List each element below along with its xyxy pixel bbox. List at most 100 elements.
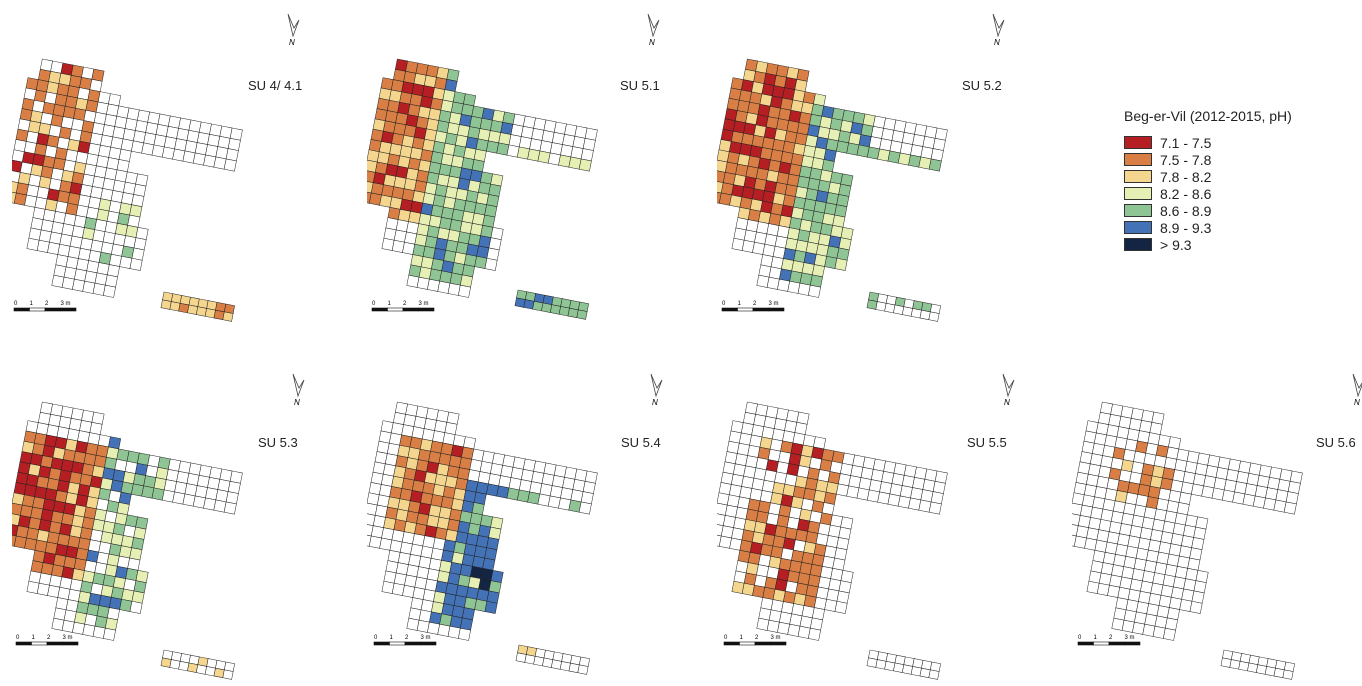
grid-square xyxy=(1255,664,1267,675)
grid-square xyxy=(576,309,588,320)
scale-tick-label: 0 xyxy=(374,635,378,641)
legend-item: 8.2 - 8.6 xyxy=(1124,185,1292,202)
scale-tick-label: 3 m xyxy=(421,635,431,641)
grid-square xyxy=(1283,501,1297,515)
legend-item: 8.6 - 8.9 xyxy=(1124,202,1292,219)
grid-map xyxy=(717,401,948,641)
north-label: N xyxy=(649,38,655,46)
grid-square xyxy=(834,600,848,614)
legend-item: > 9.3 xyxy=(1124,236,1292,253)
grid-square xyxy=(515,652,527,663)
legend-item: 7.8 - 8.2 xyxy=(1124,168,1292,185)
scale-tick-label: 0 xyxy=(14,301,18,307)
legend-swatch xyxy=(1124,187,1152,200)
scale-tick-label: 3 m xyxy=(769,301,779,307)
grid-square xyxy=(893,304,905,315)
grid-square xyxy=(1163,627,1176,641)
grid-square xyxy=(866,299,878,310)
grid-square xyxy=(129,600,143,614)
grid-square xyxy=(533,655,545,667)
north-arrow-icon: N xyxy=(647,13,660,46)
grid-square xyxy=(187,662,199,673)
legend-label: 7.5 - 7.8 xyxy=(1160,151,1212,168)
su-label: SU 5.5 xyxy=(967,435,1007,450)
legend-swatch xyxy=(1124,221,1152,234)
su-label: SU 4/ 4.1 xyxy=(248,78,303,93)
north-arrow-icon: N xyxy=(292,373,305,406)
grid-square xyxy=(129,257,143,271)
grid-square xyxy=(458,284,471,298)
grid-square xyxy=(195,664,207,675)
grid-square xyxy=(559,661,571,672)
grid-square xyxy=(910,308,922,319)
scale-tick-label: 2 xyxy=(45,301,49,307)
scale-bar: 0 1 2 3 m xyxy=(1077,635,1141,646)
grid-square xyxy=(103,627,116,641)
grid-square xyxy=(1264,666,1276,677)
grid-map xyxy=(12,58,243,298)
scale-tick-label: 0 xyxy=(722,301,726,307)
legend-swatch xyxy=(1124,238,1152,251)
scale-bar: 0 1 2 3 m xyxy=(723,635,787,646)
extra-strip xyxy=(866,291,941,322)
legend-label: 8.6 - 8.9 xyxy=(1160,202,1212,219)
grid-square xyxy=(213,309,225,321)
grid-square xyxy=(928,311,940,322)
grid-square xyxy=(160,299,172,310)
grid-square xyxy=(223,501,237,515)
grid-square xyxy=(893,662,905,673)
scale-tick-label: 3 m xyxy=(419,301,429,307)
su-label: SU 5.6 xyxy=(1316,435,1356,450)
grid-square xyxy=(169,301,181,312)
grid-map xyxy=(367,401,598,641)
legend-swatch xyxy=(1124,170,1152,183)
north-label: N xyxy=(294,398,300,406)
north-label: N xyxy=(289,38,295,46)
grid-square xyxy=(524,654,536,665)
grid-square xyxy=(223,158,237,172)
legend-label: 8.9 - 9.3 xyxy=(1160,219,1212,236)
scale-tick-label: 1 xyxy=(32,635,36,641)
grid-map xyxy=(367,58,598,298)
grid-square xyxy=(567,307,579,319)
grid-square xyxy=(884,660,896,672)
north-arrow-icon: N xyxy=(1352,373,1362,406)
grid-square xyxy=(514,297,526,308)
grid-square xyxy=(542,657,554,668)
legend-item: 8.9 - 9.3 xyxy=(1124,219,1292,236)
grid-square xyxy=(875,301,887,312)
extra-strip xyxy=(1220,649,1295,680)
grid-square xyxy=(1238,660,1250,672)
grid-square xyxy=(928,669,940,680)
legend: Beg-er-Vil (2012-2015, pH) 7.1 - 7.5 7.5 … xyxy=(1124,108,1292,253)
scale-tick-label: 2 xyxy=(403,301,407,307)
grid-square xyxy=(550,659,562,670)
legend-label: 7.8 - 8.2 xyxy=(1160,168,1212,185)
grid-map xyxy=(1072,401,1303,641)
legend-swatch xyxy=(1124,153,1152,166)
grid-square xyxy=(866,657,878,668)
legend-items: 7.1 - 7.5 7.5 - 7.8 7.8 - 8.2 8.2 - 8.6 8.6 … xyxy=(1124,134,1292,253)
scale-tick-label: 1 xyxy=(740,635,744,641)
grid-square xyxy=(568,662,580,674)
scale-tick-label: 1 xyxy=(30,301,34,307)
grid-square xyxy=(169,659,181,670)
su-label: SU 5.1 xyxy=(620,78,660,93)
grid-square xyxy=(187,304,199,315)
grid-square xyxy=(578,158,592,172)
extra-strip xyxy=(160,291,235,322)
grid-square xyxy=(213,667,225,679)
legend-swatch xyxy=(1124,136,1152,149)
grid-map xyxy=(717,58,948,298)
grid-square xyxy=(103,284,116,298)
extra-strip xyxy=(515,644,590,675)
north-label: N xyxy=(652,398,658,406)
su-label: SU 5.4 xyxy=(621,435,661,450)
grid-square xyxy=(1247,662,1259,673)
scale-tick-label: 3 m xyxy=(63,635,73,641)
grid-square xyxy=(928,158,942,172)
grid-square xyxy=(204,308,216,319)
grid-square xyxy=(549,304,561,315)
north-label: N xyxy=(1004,398,1010,406)
grid-square xyxy=(204,666,216,677)
